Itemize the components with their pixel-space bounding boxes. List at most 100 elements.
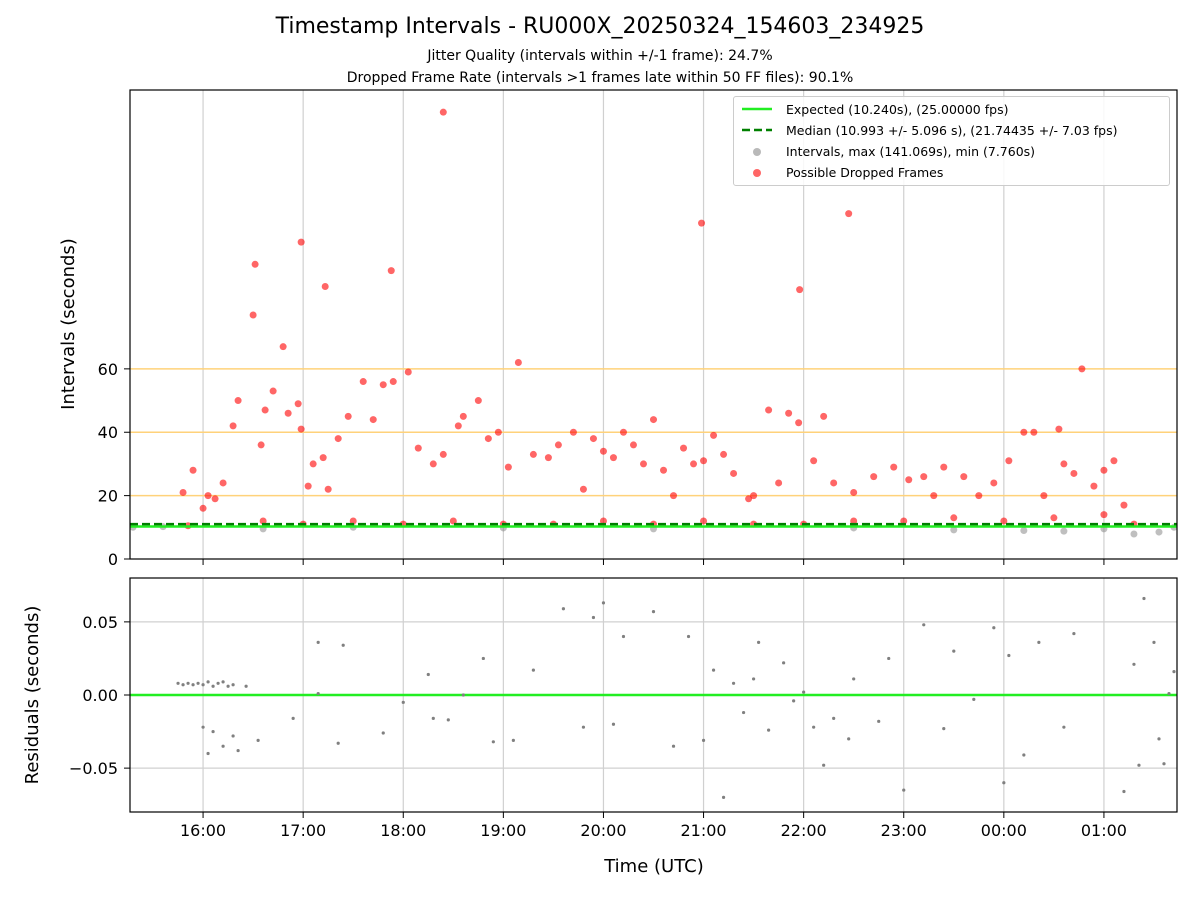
dropped-frame-point [730,469,738,477]
interval-point [950,526,958,534]
residual-point [206,680,210,684]
residual-point [902,788,906,792]
dropped-frame-point [775,479,783,487]
dropped-frame-point [474,397,482,405]
residual-point [1122,789,1126,794]
residual-point [221,680,225,684]
dropped-frame-point [975,492,983,500]
dropped-frame-point [387,267,395,275]
dropped-frame-point [1100,511,1108,519]
y-tick-label: 0.05 [82,613,118,632]
residual-point [236,748,240,753]
residual-point [1152,640,1156,644]
dropped-frame-point [589,435,597,443]
residual-point [316,640,320,644]
legend-line-expected-icon [740,100,774,118]
residual-point [231,683,235,687]
dropped-frame-point [850,517,858,525]
residual-point [1142,596,1146,601]
dropped-frame-point [454,422,462,430]
residual-point [561,607,566,611]
dropped-frame-point [294,400,302,408]
dropped-frame-point [279,343,287,351]
residual-point [1062,725,1066,729]
legend-entry-intervals: Intervals, max (141.069s), min (7.760s) [740,142,1035,160]
residual-plot: 16:00 17:00 18:00 19:00 20:00 21:00 22:00 23:00… [69,577,1178,840]
residual-point [1157,737,1161,741]
dropped-frame-point [449,517,457,525]
dropped-frame-point [544,454,552,462]
interval-point [1155,528,1163,536]
dropped-frame-point [765,406,773,414]
dropped-frame-point [189,466,197,474]
residual-point [491,740,495,744]
dropped-frame-point [494,428,502,436]
residual-point [336,741,340,745]
dropped-frame-point [1005,457,1013,465]
dropped-frame-point [820,412,828,420]
dropped-frame-point [639,460,647,468]
x-tick-label: 19:00 [480,821,526,840]
residual-point [581,725,586,729]
residual-point [1167,691,1171,696]
legend-label-intervals: Intervals, max (141.069s), min (7.760s) [786,143,1036,159]
dropped-frame-point [1120,501,1128,509]
x-axis-label: Time (UTC) [603,856,704,877]
dropped-frame-point [349,517,357,525]
residual-point [887,656,891,661]
residual-point [426,672,430,677]
dropped-frame-point [940,463,948,471]
residual-point [832,716,836,721]
residual-point [446,718,450,722]
dropped-frame-point [950,514,958,522]
residual-point [481,656,485,661]
dropped-frame-point [334,435,342,443]
dropped-frame-point [369,416,377,424]
residual-point [231,734,235,738]
dropped-frame-point [1078,365,1086,373]
legend-label-dropped: Possible Dropped Frames [786,164,944,180]
residual-point [1037,640,1041,644]
dropped-frame-point [229,422,237,430]
dropped-frame-point [890,463,898,471]
residual-point [196,681,200,685]
interval-point [1020,526,1028,534]
dropped-frame-point [379,381,387,389]
residual-point [381,731,385,735]
dropped-frame-point [710,431,718,439]
dropped-frame-point [690,460,698,468]
residual-point [176,681,180,685]
dropped-frame-point [670,492,678,500]
chart-subtitle-jitter: Jitter Quality (intervals within +/-1 fr… [427,48,773,64]
dropped-frame-point [297,238,305,246]
interval-plot: 0 20 40 60 [98,89,1178,569]
residual-point [847,737,851,741]
dropped-frame-point [321,282,329,290]
dropped-frame-point [599,447,607,455]
residual-point [256,738,260,742]
dropped-frame-point [720,450,728,458]
x-tick-label: 17:00 [280,821,326,840]
dropped-frame-point [920,473,928,481]
residual-point [206,751,210,756]
residual-point [211,729,215,734]
x-tick-label: 20:00 [580,821,626,840]
residual-point [757,640,761,644]
residual-point [922,623,926,627]
residual-point [1002,781,1006,785]
dropped-frame-point [1030,428,1038,436]
residual-point [221,744,225,748]
dropped-frame-point [599,517,607,525]
dropped-frame-point [309,460,317,468]
residual-point [812,725,816,729]
x-tick-label: 23:00 [881,821,927,840]
residual-point [186,681,190,685]
dropped-frame-point [429,460,437,468]
residual-point [822,763,826,767]
dropped-frame-point [179,488,187,496]
dropped-frame-point [261,406,269,414]
dropped-frame-point [1020,428,1028,436]
interval-point [1130,530,1138,538]
dropped-frame-point [1060,460,1068,468]
